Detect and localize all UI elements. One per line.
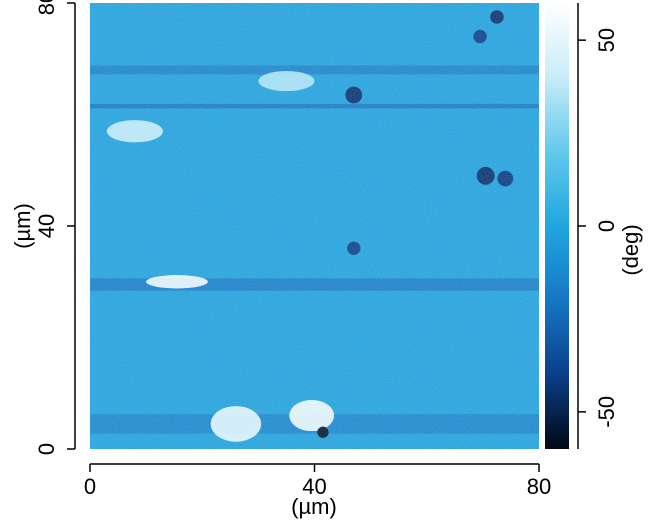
colorbar-ticks: -50 0 50	[578, 28, 619, 428]
x-axis-label: (µm)	[291, 494, 337, 519]
colorbar-tick-label: -50	[594, 396, 619, 428]
colorbar-scale	[545, 3, 569, 449]
y-axis-ticks: 0 40 80	[34, 0, 75, 455]
y-tick-label: 0	[34, 443, 59, 455]
colorbar-label: (deg)	[618, 224, 643, 275]
x-axis-ticks: 0 40 80	[84, 464, 551, 499]
y-tick-label: 40	[34, 214, 59, 238]
colorbar: -50 0 50 (deg)	[545, 3, 643, 449]
x-tick-label: 40	[302, 474, 326, 499]
y-tick-label: 80	[34, 0, 59, 15]
colorbar-tick-label: 50	[594, 28, 619, 52]
y-axis-label: (µm)	[10, 203, 35, 249]
heatmap-texture	[90, 3, 539, 449]
plot-axes: 0 40 80 0 40 80 (µm) (µm)	[10, 0, 551, 519]
colorbar-tick-label: 0	[594, 220, 619, 232]
phase-heatmap	[90, 3, 539, 449]
x-tick-label: 80	[527, 474, 551, 499]
x-tick-label: 0	[84, 474, 96, 499]
